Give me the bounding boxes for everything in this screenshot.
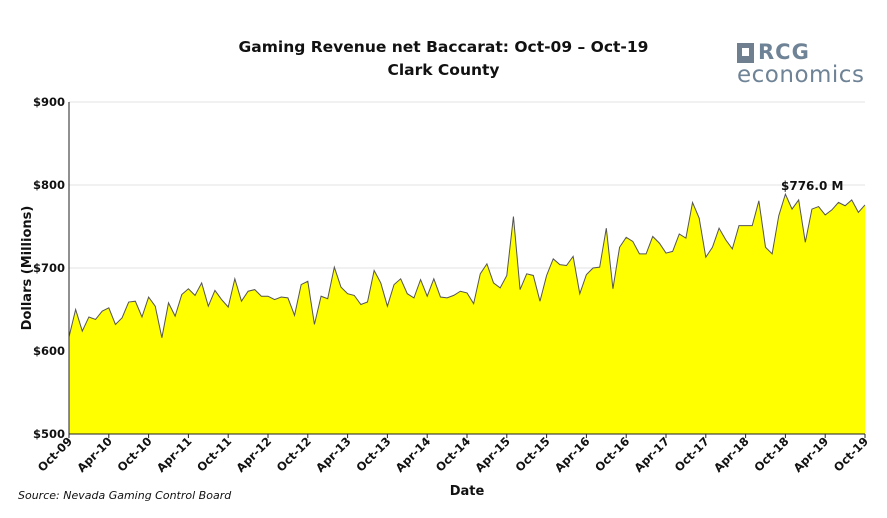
- x-tick-label: Apr-14: [393, 434, 434, 475]
- revenue-area: [69, 194, 865, 434]
- x-tick-label: Apr-18: [711, 434, 752, 475]
- x-tick-label: Oct-11: [194, 434, 234, 474]
- x-tick-label: Apr-13: [313, 434, 354, 475]
- logo-mark-icon: [737, 43, 754, 63]
- y-tick-label: $700: [33, 261, 65, 275]
- x-tick-label: Apr-12: [233, 434, 274, 475]
- x-tick-label: Oct-15: [513, 434, 553, 474]
- y-axis-label: Dollars (Millions): [20, 206, 35, 331]
- chart-subtitle: Clark County: [387, 61, 500, 79]
- x-tick-label: Apr-19: [791, 434, 832, 475]
- y-tick-labels: $500 $600 $700 $800 $900: [33, 95, 65, 441]
- x-tick-label: Apr-11: [154, 434, 195, 475]
- last-value-annotation: $776.0 M: [781, 179, 843, 193]
- y-tick-label: $900: [33, 95, 65, 109]
- rcg-economics-logo: RCG economics: [737, 40, 867, 90]
- x-tick-label: Oct-14: [433, 434, 473, 474]
- logo-rcg-text: RCG: [758, 40, 810, 64]
- chart-title: Gaming Revenue net Baccarat: Oct-09 – Oc…: [238, 38, 649, 56]
- x-tick-label: Apr-10: [74, 434, 115, 475]
- x-tick-label: Apr-17: [631, 434, 672, 475]
- chart-title-block: Gaming Revenue net Baccarat: Oct-09 – Oc…: [0, 36, 887, 82]
- logo-economics-text: economics: [737, 62, 865, 88]
- x-tick-label: Oct-17: [672, 434, 712, 474]
- x-tick-label: Oct-10: [115, 434, 155, 474]
- x-tick-label: Apr-15: [472, 434, 513, 475]
- x-axis-label: Date: [450, 484, 485, 499]
- y-tick-label: $600: [33, 344, 65, 358]
- y-tick-label: $500: [33, 427, 65, 441]
- x-tick-label: Oct-19: [831, 434, 871, 474]
- x-tick-labels: Oct-09 Apr-10 Oct-10 Apr-11 Oct-11 Apr-12 Oct-…: [35, 434, 871, 475]
- x-tick-label: Oct-12: [274, 434, 314, 474]
- source-note: Source: Nevada Gaming Control Board: [18, 489, 232, 502]
- y-tick-label: $800: [33, 178, 65, 192]
- x-tick-label: Apr-16: [552, 434, 593, 475]
- x-tick-label: Oct-13: [353, 434, 393, 474]
- revenue-line: [68, 192, 866, 338]
- x-tick-label: Oct-16: [592, 434, 632, 474]
- x-tick-label: Oct-18: [751, 434, 791, 474]
